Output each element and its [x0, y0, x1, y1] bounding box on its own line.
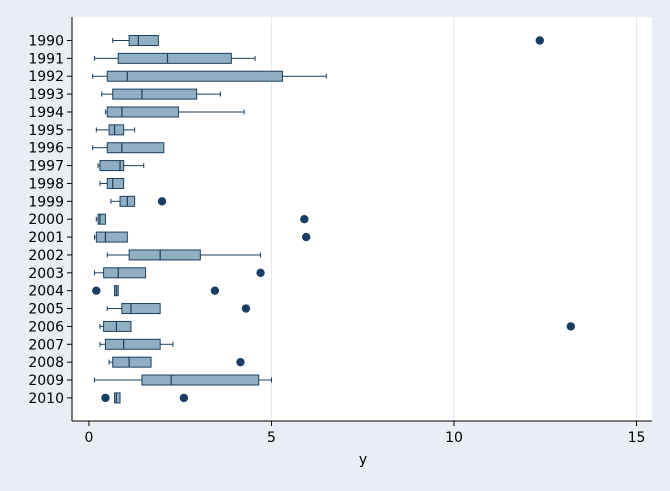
- y-tick-label: 1996: [28, 141, 64, 157]
- x-tick-label: 5: [267, 430, 276, 446]
- y-tick-label: 2007: [28, 337, 64, 353]
- outlier-point: [566, 322, 575, 331]
- box: [108, 124, 125, 136]
- box: [106, 106, 179, 118]
- y-tick-label: 2004: [28, 284, 64, 300]
- box-group-2005: [106, 303, 251, 315]
- y-tick-label: 2005: [28, 302, 64, 318]
- outlier-point: [300, 215, 309, 224]
- box-group-1997: [97, 160, 145, 172]
- box: [114, 392, 121, 404]
- box: [106, 142, 165, 154]
- box: [141, 374, 260, 386]
- boxes: [92, 35, 575, 404]
- y-tick-label: 1992: [28, 69, 64, 85]
- box-group-2002: [106, 249, 262, 261]
- plot-area: [72, 17, 652, 421]
- y-tick-label: 2000: [28, 212, 64, 228]
- y-tick-label: 1995: [28, 123, 64, 139]
- y-tick-label: 1994: [28, 105, 64, 121]
- box: [103, 320, 132, 332]
- outlier-point: [157, 197, 167, 206]
- outlier-point: [92, 286, 101, 295]
- box-group-2001: [93, 231, 311, 243]
- box-group-2000: [95, 213, 309, 225]
- box-group-1995: [95, 124, 136, 136]
- box: [104, 338, 161, 350]
- y-tick-label: 1991: [28, 51, 64, 67]
- box: [121, 303, 161, 315]
- y-tick-label: 2008: [28, 355, 64, 371]
- box: [106, 70, 283, 82]
- box: [103, 267, 147, 279]
- box: [97, 213, 106, 225]
- y-tick-label: 1999: [28, 194, 64, 210]
- box: [106, 177, 125, 189]
- box-group-2009: [93, 374, 272, 386]
- y-tick-label: 2006: [28, 319, 64, 335]
- y-tick-label: 1997: [28, 159, 64, 175]
- box-group-1991: [93, 52, 256, 64]
- outlier-point: [210, 286, 220, 295]
- y-tick-label: 1993: [28, 87, 64, 103]
- y-tick-label: 2009: [28, 373, 64, 389]
- outlier-point: [101, 393, 110, 403]
- box-group-2004: [92, 285, 220, 297]
- gridlines: [271, 17, 637, 421]
- box-group-1993: [101, 88, 221, 100]
- y-tick-label: 2010: [28, 391, 64, 407]
- box-group-1994: [104, 106, 245, 118]
- box-group-2010: [101, 392, 189, 404]
- box-group-1992: [92, 70, 327, 82]
- box: [95, 231, 128, 243]
- x-tick-label: 10: [445, 430, 463, 446]
- y-tick-label: 2001: [28, 230, 64, 246]
- outlier-point: [301, 232, 311, 242]
- y-tick-label: 2003: [28, 266, 64, 282]
- box: [128, 35, 159, 46]
- y-tick-label: 2002: [28, 248, 64, 264]
- x-tick-label: 0: [85, 430, 94, 446]
- box: [112, 356, 152, 368]
- box-group-2006: [99, 320, 575, 332]
- box-group-2008: [108, 356, 245, 368]
- x-axis-title: y: [359, 452, 367, 468]
- outlier-point: [241, 304, 251, 313]
- box: [128, 249, 201, 261]
- box: [112, 88, 198, 100]
- box-group-1990: [112, 35, 544, 46]
- outlier-point: [535, 36, 544, 45]
- y-tick-label: 1990: [28, 34, 64, 50]
- outlier-point: [179, 393, 189, 403]
- x-tick-label: 15: [628, 430, 646, 446]
- box-group-1998: [99, 177, 125, 189]
- y-tick-label: 1998: [28, 176, 64, 192]
- box: [99, 160, 125, 172]
- box-group-1999: [110, 195, 167, 207]
- box: [117, 52, 232, 64]
- outlier-point: [236, 357, 245, 367]
- box-group-2007: [99, 338, 174, 350]
- box-group-2003: [93, 267, 265, 279]
- outlier-point: [256, 268, 265, 278]
- box-group-1996: [92, 142, 165, 154]
